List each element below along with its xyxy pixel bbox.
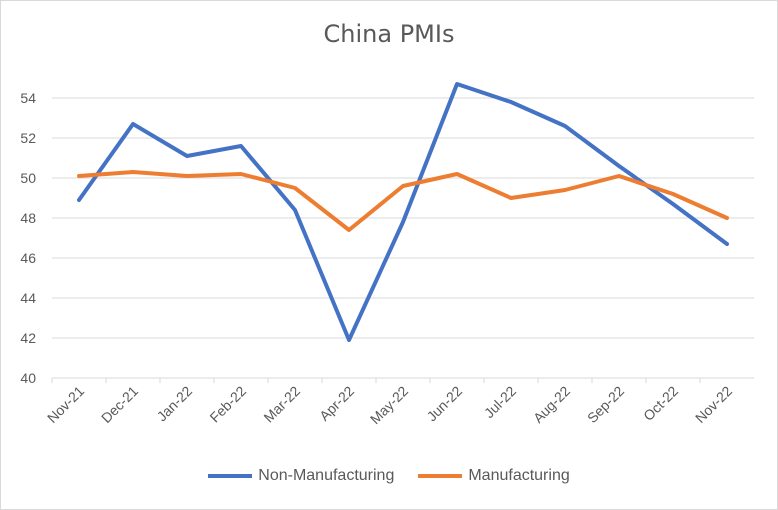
- x-tick-label: Aug-22: [530, 383, 573, 426]
- legend-item-manufacturing: Manufacturing: [418, 467, 570, 485]
- legend-item-non-manufacturing: Non-Manufacturing: [208, 467, 394, 485]
- x-tick-label: May-22: [367, 383, 411, 427]
- y-tick-label: 48: [20, 210, 36, 226]
- y-axis-ticks: 40 42 44 46 48 50 52 54: [20, 90, 36, 386]
- y-tick-label: 54: [20, 90, 36, 106]
- legend: Non-Manufacturing Manufacturing: [0, 467, 778, 485]
- x-tick-label: Jun-22: [424, 383, 466, 425]
- y-tick-label: 46: [20, 250, 36, 266]
- legend-swatch-blue: [208, 474, 253, 478]
- y-tick-label: 44: [20, 290, 36, 306]
- x-tick-label: Nov-21: [44, 383, 87, 426]
- series-line-manufacturing: [77, 170, 729, 232]
- x-tick-label: Dec-21: [98, 383, 141, 426]
- x-tick-label: Jan-22: [154, 383, 196, 425]
- x-tick-label: Feb-22: [206, 383, 249, 426]
- x-tick-label: Sep-22: [584, 383, 627, 426]
- legend-swatch-orange: [418, 474, 463, 478]
- legend-label: Non-Manufacturing: [258, 467, 395, 484]
- x-tick-label: Apr-22: [316, 383, 357, 424]
- x-tick-label: Nov-22: [692, 383, 735, 426]
- x-axis-ticks: Nov-21 Dec-21 Jan-22 Feb-22 Mar-22 Apr-22 May-…: [44, 378, 735, 427]
- y-tick-label: 52: [20, 130, 36, 146]
- legend-label: Manufacturing: [468, 467, 570, 484]
- y-tick-label: 40: [20, 370, 36, 386]
- chart-title: China PMIs: [323, 20, 455, 48]
- y-tick-label: 42: [20, 330, 36, 346]
- series-line-non-manufacturing: [77, 82, 729, 342]
- series-lines: [77, 82, 729, 342]
- x-tick-label: Mar-22: [260, 383, 303, 426]
- x-tick-label: Oct-22: [640, 383, 681, 424]
- x-tick-label: Jul-22: [481, 383, 519, 421]
- y-tick-label: 50: [20, 170, 36, 186]
